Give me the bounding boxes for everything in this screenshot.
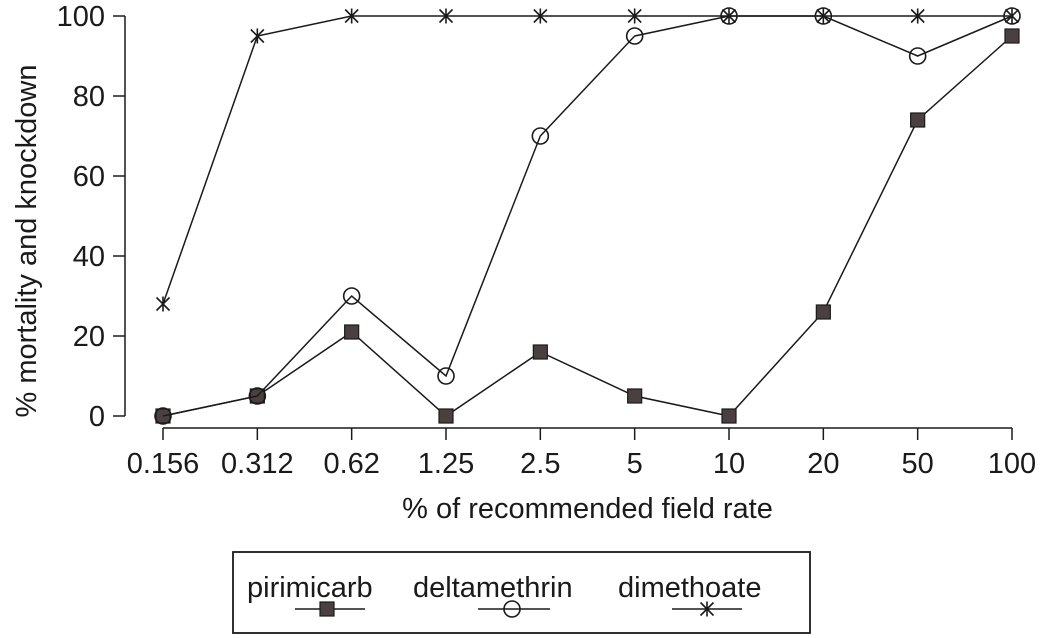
- deltamethrin-point: [154, 407, 172, 425]
- dimethoate-point: [155, 296, 171, 312]
- pirimicarb-point: [344, 324, 360, 340]
- y-tick-label: 0: [89, 401, 105, 433]
- legend: pirimicarb deltamethrin dimethoate: [232, 551, 811, 634]
- x-tick-label: 0.62: [323, 448, 379, 480]
- legend-label-dimethoate: dimethoate: [618, 572, 762, 604]
- series-dimethoate: [155, 8, 1020, 312]
- deltamethrin-point: [437, 367, 455, 385]
- deltamethrin-point: [908, 47, 927, 65]
- series-layer: [154, 7, 1021, 425]
- y-tick-label: 20: [73, 321, 105, 353]
- deltamethrin-line: [162, 15, 1013, 417]
- y-tick-label: 60: [73, 161, 105, 193]
- deltamethrin-point: [531, 127, 550, 145]
- pirimicarb-point: [815, 304, 831, 320]
- deltamethrin-point: [342, 287, 361, 305]
- dimethoate-point: [250, 28, 265, 44]
- legend-marker-dimethoate: [699, 601, 715, 617]
- series-deltamethrin: [154, 7, 1021, 425]
- legend-label-deltamethrin: deltamethrin: [413, 572, 573, 604]
- pirimicarb-point: [532, 344, 548, 360]
- dimethoate-point: [910, 8, 925, 24]
- x-tick-label: 2.5: [520, 448, 560, 480]
- pirimicarb-point: [721, 408, 737, 424]
- series-pirimicarb: [155, 28, 1020, 424]
- deltamethrin-point: [625, 27, 644, 45]
- y-tick-label: 80: [73, 81, 105, 113]
- dimethoate-point: [344, 8, 359, 24]
- legend-box: [232, 551, 811, 634]
- x-tick-label: 1.25: [418, 448, 474, 480]
- pirimicarb-point: [627, 388, 643, 404]
- pirimicarb-point: [1004, 28, 1020, 44]
- legend-marker-pirimicarb: [319, 601, 335, 617]
- x-tick-label: 10: [713, 448, 745, 480]
- x-tick-label: 0.156: [127, 448, 200, 480]
- x-tick-label: 0.312: [221, 448, 294, 480]
- dimethoate-point: [816, 8, 831, 24]
- legend-marker-deltamethrin: [503, 600, 521, 618]
- dimethoate-point: [627, 8, 642, 24]
- legend-label-pirimicarb: pirimicarb: [247, 572, 373, 604]
- pirimicarb-line: [162, 35, 1013, 417]
- axes: 0 20 40 60 80 100 0.156 0.312 0.62 1.25 2.5 5 10 20 50…: [57, 1, 1037, 480]
- deltamethrin-point: [248, 387, 267, 405]
- x-tick-label: 5: [627, 448, 643, 480]
- x-tick-label: 50: [902, 448, 934, 480]
- pirimicarb-point: [910, 112, 926, 128]
- x-tick-label: 20: [807, 448, 839, 480]
- x-tick-label: 100: [988, 448, 1036, 480]
- dimethoate-point: [1004, 8, 1020, 24]
- y-tick-label: 100: [57, 1, 105, 33]
- y-tick-label: 40: [73, 241, 105, 273]
- dimethoate-line: [162, 15, 1012, 305]
- dimethoate-point: [721, 8, 737, 24]
- x-axis-label: % of recommended field rate: [402, 493, 773, 525]
- dimethoate-point: [438, 8, 454, 24]
- pirimicarb-point: [438, 408, 454, 424]
- dimethoate-point: [533, 8, 548, 24]
- y-axis-label: % mortality and knockdown: [11, 65, 43, 418]
